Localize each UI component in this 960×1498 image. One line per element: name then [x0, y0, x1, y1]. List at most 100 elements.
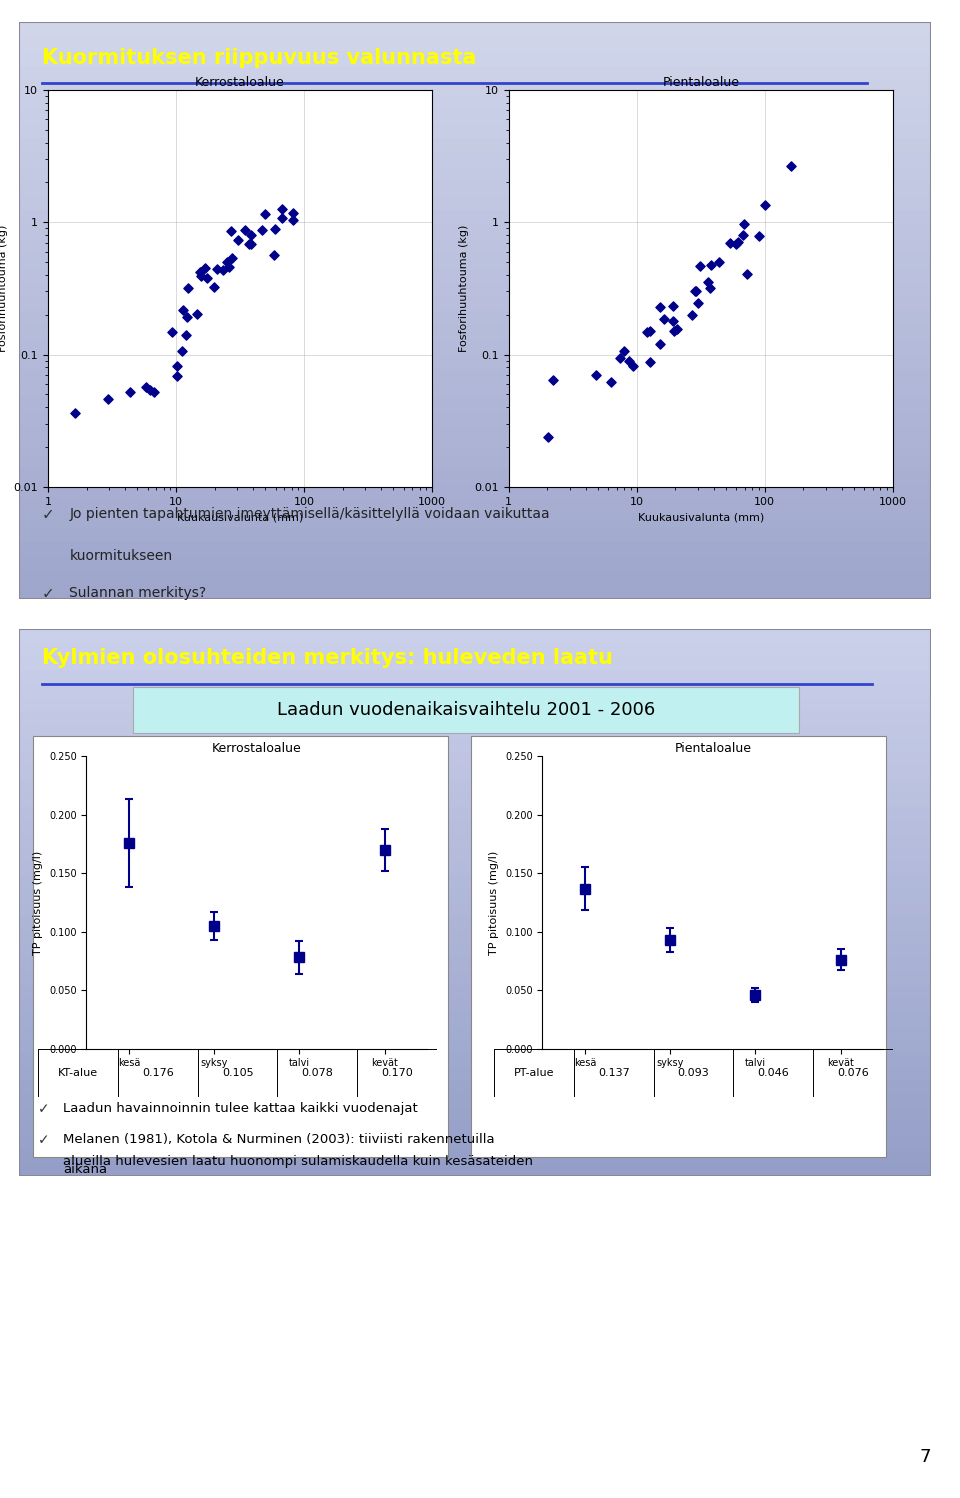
Point: [588, 364, 604, 388]
Bar: [19, 1135, 931, 1149]
Point: [616, 339, 632, 363]
Point: [711, 250, 727, 274]
Title: Kerrostaloalue: Kerrostaloalue: [212, 743, 301, 755]
Point: [652, 295, 667, 319]
Point: [230, 228, 246, 252]
Text: 0.076: 0.076: [837, 1068, 869, 1077]
Bar: [19, 527, 931, 542]
Point: [169, 364, 184, 388]
Bar: [19, 698, 931, 712]
Text: 0.137: 0.137: [598, 1068, 630, 1077]
FancyBboxPatch shape: [133, 686, 799, 733]
X-axis label: Kuukausivalunta (mm): Kuukausivalunta (mm): [637, 512, 764, 523]
Bar: [19, 210, 931, 225]
Bar: [19, 354, 931, 369]
Bar: [19, 821, 931, 834]
Bar: [19, 340, 931, 354]
Point: [268, 217, 283, 241]
Point: [257, 202, 273, 226]
Bar: [19, 79, 931, 94]
Point: [545, 369, 561, 392]
Point: [193, 259, 208, 283]
Bar: [19, 499, 931, 512]
Point: [704, 253, 719, 277]
Point: [751, 225, 766, 249]
Text: Kylmien olosuhteiden merkitys: huleveden laatu: Kylmien olosuhteiden merkitys: huleveden…: [42, 649, 612, 668]
Text: aikana: aikana: [63, 1162, 108, 1176]
Bar: [19, 469, 931, 484]
Point: [286, 201, 301, 225]
Point: [285, 208, 300, 232]
Bar: [19, 22, 931, 37]
Bar: [19, 834, 931, 848]
Point: [735, 223, 751, 247]
Text: ✓: ✓: [42, 508, 55, 523]
Point: [729, 232, 744, 256]
Text: PT-alue: PT-alue: [514, 1068, 555, 1077]
Point: [189, 301, 204, 325]
Point: [656, 307, 671, 331]
Point: [666, 319, 682, 343]
Bar: [19, 109, 931, 123]
Text: 0.046: 0.046: [757, 1068, 789, 1077]
Point: [653, 331, 668, 355]
Point: [215, 258, 230, 282]
Point: [722, 231, 737, 255]
Point: [642, 351, 658, 374]
Point: [241, 232, 256, 256]
Point: [237, 217, 252, 241]
Bar: [19, 412, 931, 427]
Bar: [19, 1121, 931, 1135]
Point: [692, 255, 708, 279]
Point: [642, 319, 658, 343]
Point: [225, 246, 240, 270]
Point: [690, 291, 706, 315]
Point: [175, 340, 190, 364]
Text: Kuormituksen riippuvuus valunnasta: Kuormituksen riippuvuus valunnasta: [42, 48, 476, 69]
Bar: [19, 683, 931, 698]
Point: [739, 262, 755, 286]
Bar: [19, 1080, 931, 1094]
Y-axis label: TP pitoisuus (mg/l): TP pitoisuus (mg/l): [490, 851, 499, 954]
Point: [275, 198, 290, 222]
Bar: [19, 383, 931, 397]
Bar: [19, 1149, 931, 1162]
Bar: [19, 556, 931, 571]
Point: [622, 349, 637, 373]
Text: Laadun havainnoinnin tulee kattaa kaikki vuodenajat: Laadun havainnoinnin tulee kattaa kaikki…: [63, 1103, 418, 1115]
Bar: [19, 957, 931, 971]
Point: [224, 219, 239, 243]
Bar: [19, 253, 931, 268]
Text: 0.170: 0.170: [381, 1068, 413, 1077]
Text: Jo pienten tapahtumien imeyttämisellä/käsittelyllä voidaan vaikuttaa: Jo pienten tapahtumien imeyttämisellä/kä…: [69, 508, 550, 521]
Point: [123, 380, 138, 404]
Bar: [19, 984, 931, 998]
Bar: [19, 268, 931, 282]
Point: [639, 321, 655, 345]
Bar: [19, 629, 931, 643]
Bar: [19, 861, 931, 875]
Y-axis label: TP pitoisuus (mg/l): TP pitoisuus (mg/l): [34, 851, 43, 954]
Point: [731, 231, 746, 255]
Bar: [19, 37, 931, 51]
Bar: [19, 427, 931, 440]
Point: [209, 258, 225, 282]
Bar: [19, 1026, 931, 1040]
Text: Laadun vuodenaikaisvaihtelu 2001 - 2006: Laadun vuodenaikaisvaihtelu 2001 - 2006: [276, 701, 656, 719]
Bar: [19, 725, 931, 739]
Bar: [19, 66, 931, 79]
Point: [275, 207, 290, 231]
Point: [221, 255, 236, 279]
Bar: [19, 902, 931, 917]
Bar: [19, 312, 931, 325]
Text: ✓: ✓: [37, 1132, 49, 1147]
Point: [540, 424, 556, 448]
Point: [193, 264, 208, 288]
Point: [736, 211, 752, 235]
Bar: [19, 571, 931, 584]
Bar: [19, 397, 931, 412]
Bar: [19, 196, 931, 210]
Bar: [19, 1013, 931, 1026]
Bar: [19, 369, 931, 383]
Text: ✓: ✓: [42, 586, 55, 601]
